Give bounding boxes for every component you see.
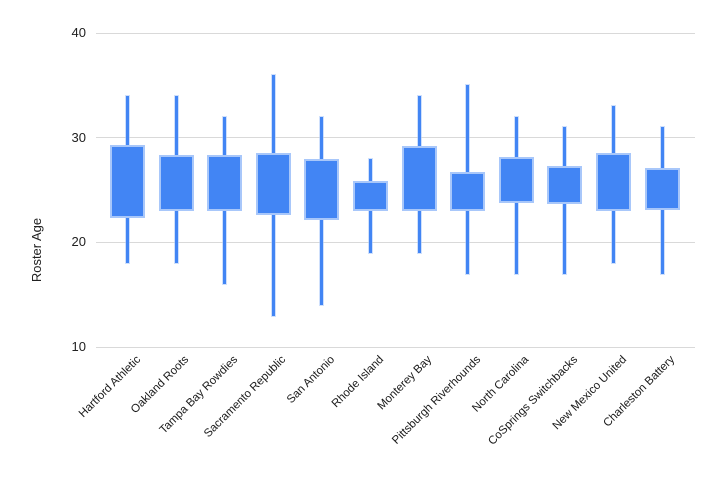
- y-axis-tick-10: 10: [71, 339, 86, 354]
- y-axis-tick-30: 30: [71, 129, 86, 145]
- box-oakland-roots[interactable]: [158, 155, 194, 211]
- y-axis-tick-40: 40: [71, 25, 86, 40]
- box-new-mexico-united[interactable]: [596, 153, 631, 211]
- box-hartford-athletic[interactable]: [110, 144, 145, 219]
- box-charleston-battery[interactable]: [644, 168, 680, 210]
- box-san-antonio[interactable]: [304, 158, 340, 221]
- box-tampa-bay-rowdies[interactable]: [207, 155, 243, 211]
- gridline-20: [96, 241, 695, 243]
- gridline-30: [96, 137, 695, 139]
- y-axis-tick-20: 20: [71, 234, 86, 250]
- y-axis-title: Roster Age: [29, 217, 44, 283]
- box-sacramento-republic[interactable]: [255, 153, 291, 216]
- gridline-40: [96, 32, 695, 34]
- gridline-10: [96, 346, 695, 348]
- box-north-carolina[interactable]: [498, 156, 534, 203]
- box-pittsburgh-riverhounds[interactable]: [450, 172, 486, 211]
- box-monterey-bay[interactable]: [401, 146, 437, 211]
- box-cosprings-switchbacks[interactable]: [547, 165, 583, 204]
- box-rhode-island[interactable]: [353, 180, 388, 211]
